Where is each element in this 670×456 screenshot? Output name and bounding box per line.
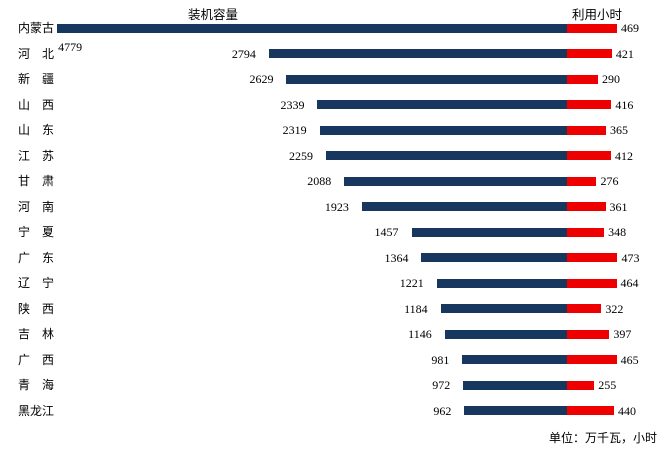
capacity-value: 2088 bbox=[307, 174, 332, 188]
capacity-bar bbox=[57, 23, 567, 33]
left-series-title: 装机容量 bbox=[188, 8, 239, 22]
hours-value: 276 bbox=[600, 174, 619, 188]
capacity-value: 2259 bbox=[288, 148, 313, 163]
hours-value: 361 bbox=[609, 199, 628, 214]
capacity-bar bbox=[444, 329, 567, 339]
hours-value: 464 bbox=[620, 276, 639, 290]
capacity-value: 4779 bbox=[58, 40, 83, 54]
hours-value: 412 bbox=[614, 148, 633, 163]
capacity-value: 1146 bbox=[408, 327, 432, 341]
capacity-value: 1221 bbox=[399, 276, 424, 290]
hours-value: 348 bbox=[608, 225, 627, 239]
hours-bar bbox=[567, 202, 606, 211]
unit-note: 单位：万千瓦，小时 bbox=[548, 431, 657, 445]
hours-bar bbox=[567, 406, 614, 415]
category-label: 黑龙江 bbox=[18, 403, 55, 418]
category-label: 内蒙古 bbox=[18, 21, 55, 35]
hours-bar bbox=[567, 49, 612, 58]
category-label: 江 苏 bbox=[18, 148, 55, 163]
category-label: 新 疆 bbox=[18, 72, 55, 86]
capacity-bar bbox=[440, 304, 567, 313]
hours-bar bbox=[567, 100, 612, 109]
capacity-bar bbox=[325, 151, 567, 160]
right-series-title: 利用小时 bbox=[572, 8, 623, 22]
hours-bar bbox=[567, 329, 610, 339]
capacity-bar bbox=[462, 355, 567, 364]
hours-bar bbox=[567, 304, 602, 313]
capacity-bar bbox=[411, 227, 567, 237]
category-label: 山 西 bbox=[18, 97, 55, 112]
category-label: 河 南 bbox=[18, 199, 55, 214]
category-label: 辽 宁 bbox=[18, 276, 55, 290]
capacity-bar bbox=[361, 202, 567, 211]
capacity-bar bbox=[268, 49, 567, 58]
capacity-value: 981 bbox=[431, 352, 450, 367]
category-label: 广 东 bbox=[18, 250, 55, 265]
capacity-value: 1457 bbox=[374, 225, 399, 239]
capacity-value: 2319 bbox=[282, 123, 307, 137]
hours-value: 365 bbox=[609, 123, 628, 137]
hours-bar bbox=[567, 380, 595, 390]
hours-bar bbox=[567, 74, 598, 84]
category-label: 山 东 bbox=[18, 123, 55, 137]
hours-value: 440 bbox=[617, 403, 636, 418]
hours-value: 465 bbox=[620, 352, 639, 367]
capacity-value: 1184 bbox=[404, 301, 428, 316]
hours-bar bbox=[567, 355, 617, 364]
category-label: 青 海 bbox=[18, 378, 55, 392]
hours-value: 322 bbox=[605, 301, 624, 316]
hours-value: 473 bbox=[621, 250, 640, 265]
category-label: 吉 林 bbox=[18, 327, 55, 341]
capacity-bar bbox=[317, 100, 567, 109]
hours-bar bbox=[567, 227, 605, 237]
capacity-value: 2339 bbox=[280, 97, 305, 112]
capacity-value: 1364 bbox=[384, 250, 409, 265]
hours-value: 469 bbox=[621, 21, 640, 35]
category-label: 甘 肃 bbox=[18, 174, 55, 188]
capacity-bar bbox=[319, 125, 567, 135]
capacity-value: 2629 bbox=[249, 72, 274, 86]
capacity-value: 2794 bbox=[231, 46, 256, 61]
hours-value: 416 bbox=[615, 97, 634, 112]
capacity-bar bbox=[463, 380, 567, 390]
category-label: 宁 夏 bbox=[18, 225, 55, 239]
capacity-value: 962 bbox=[433, 403, 452, 418]
hours-bar bbox=[567, 176, 597, 186]
hours-value: 255 bbox=[598, 378, 617, 392]
capacity-bar bbox=[464, 406, 567, 415]
hours-value: 421 bbox=[615, 46, 634, 61]
capacity-value: 972 bbox=[432, 378, 451, 392]
hours-bar bbox=[567, 23, 618, 33]
category-label: 河 北 bbox=[18, 46, 55, 61]
hours-bar bbox=[567, 125, 606, 135]
capacity-value: 1923 bbox=[324, 199, 349, 214]
capacity-bar bbox=[344, 176, 567, 186]
hours-value: 290 bbox=[601, 72, 620, 86]
capacity-bar bbox=[436, 278, 567, 288]
hours-bar bbox=[567, 278, 617, 288]
category-label: 广 西 bbox=[18, 352, 55, 367]
capacity-bar bbox=[421, 253, 567, 262]
hours-value: 397 bbox=[613, 327, 632, 341]
hours-bar bbox=[567, 151, 611, 160]
capacity-bar bbox=[286, 74, 567, 84]
category-label: 陕 西 bbox=[18, 301, 55, 316]
hours-bar bbox=[567, 253, 618, 262]
